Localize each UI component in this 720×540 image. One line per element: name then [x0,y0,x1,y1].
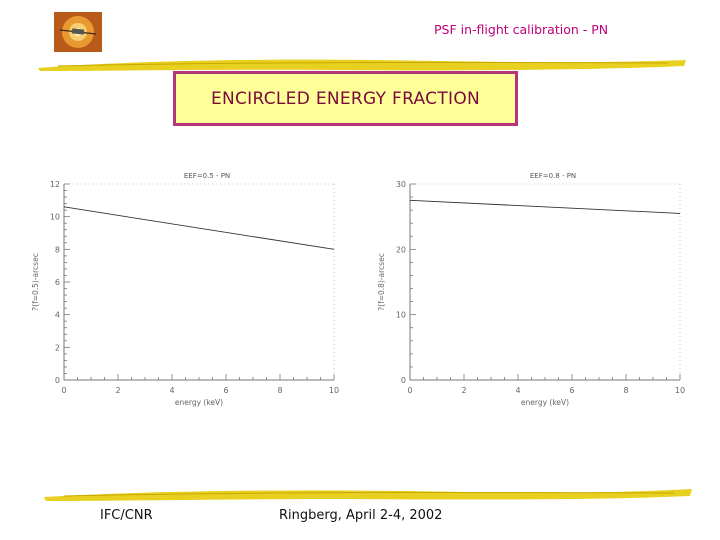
header-title: PSF in-flight calibration - PN [434,22,609,37]
x-axis-label: energy (keV) [521,398,569,407]
series-line [63,206,335,250]
y-tick-label: 12 [50,180,60,189]
x-tick-label: 4 [169,386,174,395]
x-tick-label: 4 [515,386,520,395]
y-tick-label: 4 [55,311,60,320]
x-axis-label: energy (keV) [175,398,223,407]
y-tick-label: 0 [55,376,60,385]
y-tick-label: 2 [55,343,60,352]
y-axis-label: ?(f=0.8)-arcsec [377,253,386,311]
x-tick-label: 10 [329,386,339,395]
x-tick-label: 6 [569,386,574,395]
slide-title-box: ENCIRCLED ENERGY FRACTION [173,71,518,126]
x-tick-label: 2 [461,386,466,395]
x-tick-label: 0 [407,386,412,395]
x-tick-label: 8 [623,386,628,395]
slide-title: ENCIRCLED ENERGY FRACTION [210,88,481,109]
x-tick-label: 0 [61,386,66,395]
top-brush-stroke [38,59,686,71]
x-tick-label: 10 [675,386,685,395]
y-tick-label: 20 [396,245,406,254]
x-tick-label: 8 [277,386,282,395]
y-tick-label: 10 [396,311,406,320]
y-tick-label: 8 [55,245,60,254]
y-tick-label: 10 [50,213,60,222]
series-line [409,199,681,214]
x-tick-label: 6 [223,386,228,395]
y-tick-label: 6 [55,278,60,287]
bottom-brush-stroke [44,489,692,501]
y-tick-label: 30 [396,180,406,189]
footer-organization: IFC/CNR [100,508,153,523]
chart-title: EEF=0.5 - PN [184,172,230,180]
xmm-satellite-logo [54,12,102,52]
y-axis-label: ?(f=0.5)-arcsec [31,253,40,311]
x-tick-label: 2 [115,386,120,395]
y-tick-label: 0 [401,376,406,385]
chart-eef-05: EEF=0.5 - PN 0 2 4 6 8 10 energy (keV) 0 2 4 6 8 10 12… [31,172,339,407]
chart-eef-08: EEF=0.8 - PN 0 2 4 6 8 10 energy (keV) 0 10 20 30 ?(… [377,172,685,407]
chart-title: EEF=0.8 - PN [530,172,576,180]
footer-event: Ringberg, April 2-4, 2002 [279,508,443,523]
